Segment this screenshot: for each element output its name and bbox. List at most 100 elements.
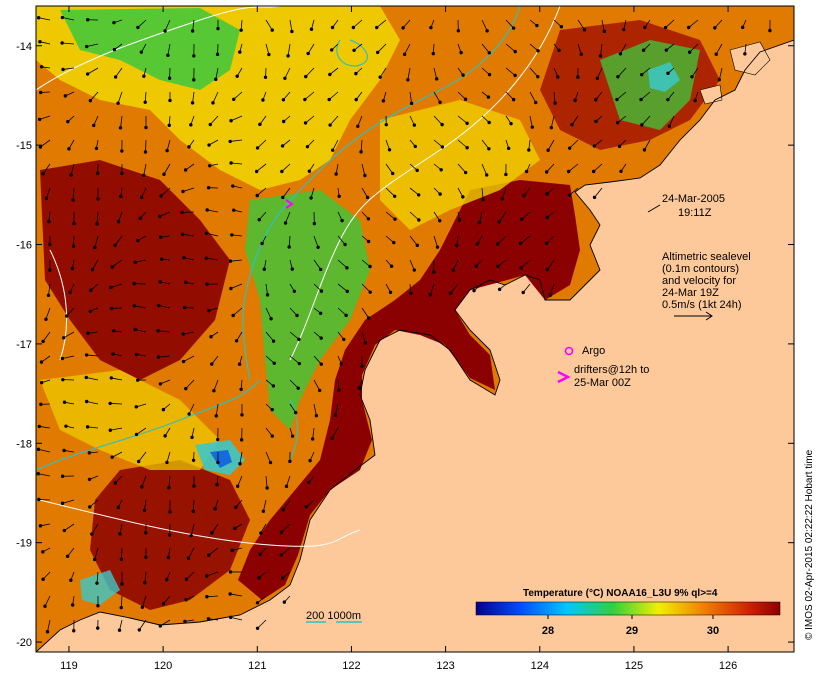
velocity-arrow-head bbox=[260, 532, 263, 535]
velocity-arrow-head bbox=[688, 51, 691, 54]
velocity-arrow-head bbox=[262, 510, 265, 513]
velocity-arrow-head bbox=[113, 48, 116, 51]
velocity-arrow-head bbox=[229, 260, 232, 263]
velocity-arrow-head bbox=[345, 314, 348, 317]
velocity-arrow-head bbox=[70, 579, 73, 582]
velocity-arrow-head bbox=[185, 578, 188, 581]
velocity-arrow-head bbox=[209, 123, 212, 126]
velocity-arrow-head bbox=[159, 625, 162, 628]
velocity-arrow bbox=[121, 548, 122, 559]
velocity-arrow-head bbox=[498, 221, 501, 224]
velocity-arrow-head bbox=[239, 51, 242, 54]
velocity-arrow-head bbox=[592, 170, 595, 173]
velocity-arrow-head bbox=[118, 629, 121, 632]
velocity-arrow-head bbox=[90, 289, 93, 292]
velocity-arrow-head bbox=[88, 506, 91, 509]
velocity-arrow-head bbox=[61, 16, 64, 19]
velocity-arrow-head bbox=[691, 76, 694, 79]
velocity-arrow-head bbox=[143, 509, 146, 512]
velocity-arrow-head bbox=[416, 244, 419, 247]
velocity-arrow-head bbox=[320, 290, 323, 293]
velocity-arrow-head bbox=[183, 256, 186, 259]
lon-tick-label: 123 bbox=[436, 660, 454, 672]
velocity-arrow-head bbox=[355, 72, 358, 75]
velocity-arrow-head bbox=[385, 123, 388, 126]
velocity-arrow-head bbox=[623, 28, 626, 31]
velocity-arrow-head bbox=[466, 146, 469, 149]
velocity-arrow-head bbox=[157, 304, 160, 307]
velocity-arrow-head bbox=[379, 76, 382, 79]
velocity-arrow-head bbox=[61, 42, 64, 45]
velocity-arrow-head bbox=[269, 461, 272, 464]
velocity-arrow-head bbox=[61, 357, 64, 360]
velocity-arrow-head bbox=[342, 338, 345, 341]
velocity-arrow-head bbox=[433, 271, 436, 274]
velocity-arrow-head bbox=[117, 506, 120, 509]
velocity-arrow-head bbox=[664, 26, 667, 29]
velocity-arrow-head bbox=[291, 268, 294, 271]
velocity-arrow-head bbox=[89, 310, 92, 313]
velocity-arrow-head bbox=[86, 73, 89, 76]
colorbar-title: Temperature (°C) NOAA16_L3U 9% ql>=4 bbox=[523, 588, 718, 599]
velocity-arrow-head bbox=[713, 27, 716, 30]
velocity-arrow-head bbox=[239, 462, 242, 465]
velocity-arrow-head bbox=[769, 29, 772, 32]
velocity-arrow-head bbox=[331, 149, 334, 152]
velocity-arrow-head bbox=[432, 52, 435, 55]
velocity-arrow-head bbox=[66, 555, 69, 558]
velocity-arrow-head bbox=[512, 98, 515, 101]
velocity-arrow-head bbox=[256, 147, 259, 150]
velocity-arrow-head bbox=[97, 198, 100, 201]
velocity-arrow-head bbox=[620, 170, 623, 173]
velocity-arrow-head bbox=[273, 362, 276, 365]
velocity-arrow-head bbox=[160, 258, 163, 261]
velocity-arrow-head bbox=[42, 340, 45, 343]
velocity-arrow-head bbox=[181, 233, 184, 236]
velocity-arrow-head bbox=[120, 606, 123, 609]
velocity-arrow-head bbox=[272, 385, 275, 388]
lon-tick-label: 124 bbox=[531, 660, 549, 672]
velocity-arrow-head bbox=[498, 288, 501, 291]
velocity-arrow-head bbox=[545, 171, 548, 174]
velocity-arrow-head bbox=[376, 51, 379, 54]
velocity-arrow-head bbox=[510, 122, 513, 125]
velocity-arrow-head bbox=[536, 24, 539, 27]
velocity-arrow-head bbox=[64, 95, 67, 98]
velocity-arrow-head bbox=[110, 286, 113, 289]
velocity-arrow-head bbox=[641, 124, 644, 127]
velocity-arrow-head bbox=[216, 483, 219, 486]
velocity-arrow-head bbox=[109, 402, 112, 405]
velocity-arrow-head bbox=[114, 76, 117, 79]
velocity-arrow-head bbox=[135, 406, 138, 409]
velocity-arrow-head bbox=[164, 30, 167, 33]
svg-text:0.5m/s (1kt 24h): 0.5m/s (1kt 24h) bbox=[662, 299, 741, 311]
velocity-arrow-head bbox=[319, 268, 322, 271]
velocity-arrow-head bbox=[134, 261, 137, 264]
velocity-arrow-head bbox=[96, 172, 99, 175]
velocity-arrow-head bbox=[310, 197, 313, 200]
velocity-arrow-head bbox=[144, 101, 147, 104]
velocity-arrow-head bbox=[157, 329, 160, 332]
lat-tick-label: -19 bbox=[16, 538, 32, 550]
velocity-arrow-head bbox=[142, 174, 145, 177]
velocity-arrow-head bbox=[291, 30, 294, 33]
velocity-arrow-head bbox=[215, 415, 218, 418]
velocity-arrow-head bbox=[61, 475, 64, 478]
velocity-arrow-head bbox=[456, 244, 459, 247]
velocity-arrow-head bbox=[164, 435, 167, 438]
velocity-arrow-head bbox=[62, 378, 65, 381]
velocity-arrow-head bbox=[63, 449, 66, 452]
velocity-arrow-head bbox=[568, 147, 571, 150]
velocity-arrow-head bbox=[554, 102, 557, 105]
lon-tick-label: 119 bbox=[60, 660, 78, 672]
velocity-arrow-head bbox=[208, 309, 211, 312]
velocity-arrow-head bbox=[97, 604, 100, 607]
velocity-arrow-head bbox=[464, 171, 467, 174]
velocity-arrow-head bbox=[369, 265, 372, 268]
velocity-arrow-head bbox=[522, 291, 525, 294]
velocity-arrow-head bbox=[240, 439, 243, 442]
lon-tick-label: 121 bbox=[248, 660, 266, 672]
velocity-arrow-head bbox=[72, 199, 75, 202]
velocity-arrow-head bbox=[69, 291, 72, 294]
velocity-arrow-head bbox=[140, 196, 143, 199]
